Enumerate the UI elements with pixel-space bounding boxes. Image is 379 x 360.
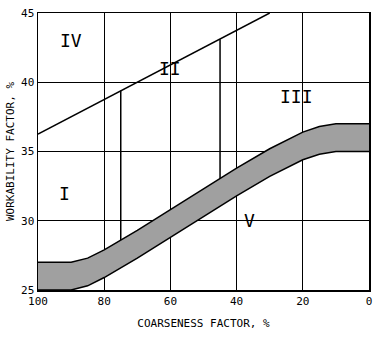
svg-text:III: III	[280, 86, 313, 107]
svg-text:30: 30	[21, 215, 34, 228]
svg-text:0: 0	[366, 295, 373, 308]
svg-text:I: I	[59, 183, 70, 204]
svg-text:20: 20	[296, 295, 309, 308]
svg-text:25: 25	[21, 284, 34, 297]
svg-text:IV: IV	[60, 30, 82, 51]
svg-text:40: 40	[21, 76, 34, 89]
svg-text:COARSENESS FACTOR, %: COARSENESS FACTOR, %	[137, 317, 270, 330]
svg-text:60: 60	[164, 295, 177, 308]
svg-text:35: 35	[21, 145, 34, 158]
svg-text:100: 100	[28, 295, 48, 308]
svg-text:II: II	[159, 58, 181, 79]
svg-text:40: 40	[230, 295, 243, 308]
svg-text:V: V	[244, 210, 255, 231]
svg-text:45: 45	[21, 7, 34, 20]
svg-text:WORKABILITY FACTOR, %: WORKABILITY FACTOR, %	[4, 82, 17, 221]
svg-text:80: 80	[98, 295, 111, 308]
